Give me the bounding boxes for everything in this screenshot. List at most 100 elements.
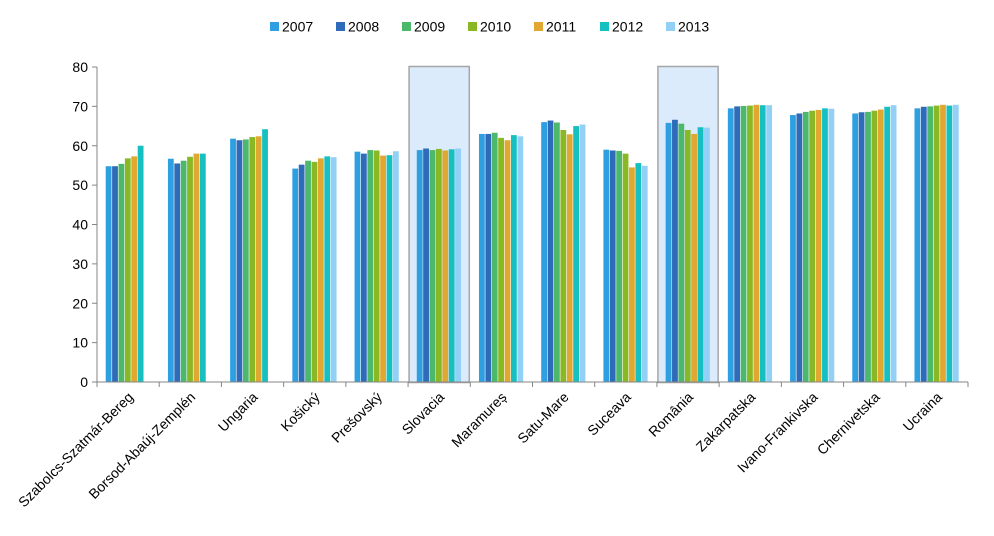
bar-2012-0 — [137, 145, 144, 382]
legend-swatch-2008 — [336, 22, 345, 31]
bar-2011-5 — [442, 150, 449, 382]
bar-2012-3 — [324, 156, 331, 382]
bar-2009-1 — [180, 160, 187, 382]
bar-2011-4 — [380, 155, 386, 382]
legend-label-2009: 2009 — [414, 19, 445, 35]
bar-2008-3 — [298, 164, 305, 382]
legend-label-2011: 2011 — [546, 19, 576, 35]
x-tick-label-1: Borsod-Abaúj-Zemplén — [85, 389, 198, 502]
bar-2007-3 — [292, 168, 299, 382]
x-tick-label-13: Ucraina — [900, 389, 946, 435]
bar-2013-6 — [517, 136, 524, 382]
y-tick-label-50: 50 — [72, 177, 88, 193]
bar-2008-1 — [174, 163, 181, 382]
y-tick-label-40: 40 — [72, 217, 88, 233]
bar-2007-10 — [727, 108, 734, 382]
bar-2008-4 — [360, 153, 367, 382]
bar-2009-7 — [554, 122, 560, 383]
bars-layer — [105, 104, 959, 383]
bar-2008-0 — [112, 166, 118, 382]
bar-2009-9 — [678, 123, 685, 382]
bar-2007-5 — [416, 150, 423, 382]
bar-2010-0 — [124, 158, 131, 382]
bar-2012-12 — [884, 106, 891, 383]
bar-2007-12 — [852, 113, 859, 383]
bar-2011-2 — [255, 136, 262, 382]
x-tick-label-3: Košický — [277, 389, 322, 434]
bar-2013-12 — [890, 105, 897, 382]
bar-2010-7 — [560, 130, 567, 382]
bar-2009-6 — [491, 132, 498, 382]
bar-2012-8 — [635, 163, 642, 382]
bar-2009-12 — [865, 111, 871, 382]
bar-2008-12 — [858, 112, 865, 382]
bar-2013-13 — [952, 104, 959, 383]
bar-2010-5 — [435, 148, 442, 382]
bar-2009-0 — [118, 163, 125, 382]
legend-swatch-2013 — [666, 22, 675, 31]
x-tick-label-2: Ungaria — [215, 389, 261, 435]
bar-2012-9 — [697, 127, 704, 383]
bar-2013-10 — [766, 105, 773, 382]
legend-swatch-2007 — [270, 22, 279, 31]
bar-2011-1 — [193, 153, 200, 382]
bar-2010-4 — [373, 150, 380, 382]
bar-2008-2 — [236, 140, 243, 382]
bar-2012-10 — [759, 105, 766, 382]
bar-2010-10 — [747, 105, 753, 383]
bar-2011-0 — [131, 156, 138, 382]
x-tick-label-8: Suceava — [584, 389, 634, 439]
y-tick-label-20: 20 — [72, 295, 88, 311]
y-tick-label-70: 70 — [72, 98, 88, 114]
x-tick-label-6: Maramureș — [448, 389, 509, 450]
x-tick-label-7: Satu-Mare — [514, 389, 572, 447]
bar-2010-3 — [311, 161, 318, 382]
bar-2010-12 — [871, 110, 878, 383]
bar-2012-1 — [199, 153, 206, 382]
bar-2012-4 — [386, 155, 393, 382]
y-tick-label-0: 0 — [80, 374, 88, 390]
legend-label-2010: 2010 — [480, 19, 511, 35]
bar-2012-11 — [822, 108, 828, 382]
legend-swatch-2011 — [534, 22, 543, 31]
x-tick-label-9: România — [645, 389, 696, 440]
bar-2011-6 — [504, 140, 511, 382]
y-tick-label-30: 30 — [72, 256, 88, 272]
legend-label-2012: 2012 — [612, 19, 643, 35]
y-tick-label-60: 60 — [72, 138, 88, 154]
bar-2007-9 — [665, 122, 672, 382]
bar-2010-2 — [249, 137, 256, 382]
bar-2009-4 — [367, 150, 374, 382]
x-tick-label-0: Szabolcs-Szatmár-Bereg — [15, 389, 136, 510]
bar-2007-0 — [105, 166, 112, 382]
bar-2011-3 — [317, 158, 324, 382]
legend-swatch-2010 — [468, 22, 477, 31]
bar-2013-8 — [641, 165, 648, 382]
bar-2009-13 — [927, 106, 934, 382]
bar-2007-13 — [914, 108, 921, 382]
legend-label-2013: 2013 — [678, 19, 709, 35]
bar-2008-5 — [423, 148, 429, 382]
legend-swatch-2009 — [402, 22, 411, 31]
bar-2011-7 — [566, 134, 573, 382]
y-tick-label-80: 80 — [72, 59, 88, 75]
bar-2008-10 — [734, 106, 741, 382]
x-tick-label-5: Slovacia — [399, 389, 448, 438]
y-tick-label-10: 10 — [72, 335, 88, 351]
bar-2009-10 — [740, 105, 747, 382]
bar-2011-12 — [877, 109, 884, 383]
bar-2009-8 — [616, 150, 623, 382]
bar-2008-11 — [796, 113, 803, 383]
bar-2009-2 — [242, 139, 249, 382]
bar-2013-3 — [330, 157, 337, 382]
bar-2013-9 — [704, 127, 710, 382]
bar-2012-13 — [946, 105, 953, 383]
bar-2010-11 — [809, 110, 816, 383]
bar-2012-2 — [262, 129, 268, 382]
bar-2007-4 — [354, 151, 361, 382]
bar-2011-10 — [753, 104, 760, 383]
bar-2008-9 — [672, 119, 678, 382]
bar-2013-11 — [828, 108, 835, 383]
bar-2009-11 — [802, 111, 809, 382]
